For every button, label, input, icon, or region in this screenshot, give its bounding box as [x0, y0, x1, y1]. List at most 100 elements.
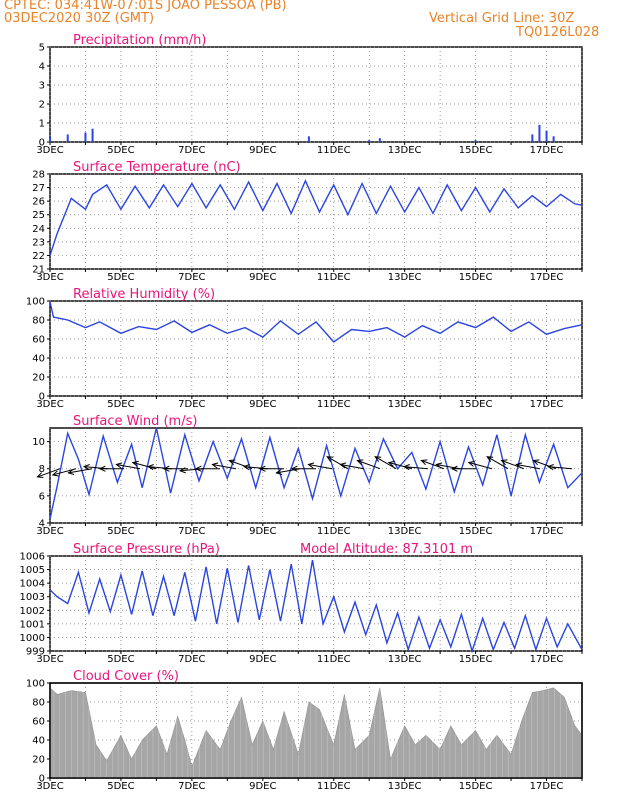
plot-frame [49, 173, 583, 270]
y-tick-label: 1002 [20, 606, 45, 617]
wind-vector [116, 464, 141, 470]
y-tick-label: 1003 [20, 592, 45, 603]
wind-arrowhead [82, 464, 90, 471]
x-tick-label: 15DEC [459, 145, 493, 156]
panel-title: Surface Pressure (hPa) [73, 542, 220, 557]
y-tick-label: 0 [39, 774, 45, 785]
wind-vector [468, 462, 493, 470]
precip-bar [66, 134, 69, 142]
x-tick-label: 7DEC [178, 526, 205, 537]
wind-arrowhead [546, 464, 554, 471]
x-tick-label: 7DEC [178, 272, 205, 283]
plot-frame [49, 555, 583, 652]
x-tick-label: 3DEC [36, 145, 63, 156]
wind-arrowhead [486, 456, 494, 462]
x-tick-label: 11DEC [317, 399, 351, 410]
wind-arrowhead [374, 456, 382, 462]
x-tick-label: 15DEC [459, 654, 493, 665]
wind-arrowhead [290, 465, 298, 472]
x-tick-label: 7DEC [178, 399, 205, 410]
x-tick-label: 11DEC [317, 145, 351, 156]
y-tick-label: 100 [26, 679, 45, 690]
panel-title: Cloud Cover (%) [73, 669, 179, 684]
wind-vector [340, 464, 365, 470]
wind-vector [374, 456, 397, 470]
wind-arrowhead [178, 467, 186, 474]
wind-arrowhead [420, 459, 428, 466]
x-tick-label: 13DEC [388, 399, 422, 410]
x-tick-label: 3DEC [36, 526, 63, 537]
panel-3: 0 20 40 60 80 100 3DEC 5DEC 7DEC 9DEC 11DEC 13DEC 15… [26, 287, 583, 410]
series-line [49, 301, 583, 343]
x-tick-label: 11DEC [317, 781, 351, 792]
x-tick-label: 11DEC [317, 272, 351, 283]
x-tick-label: 5DEC [107, 781, 134, 792]
panel-title: Surface Temperature (nC) [73, 160, 241, 175]
panel-1: 0 1 2 3 4 5 3DEC 5DEC 7DEC 9DEC 11DEC 13DEC 15DEC 17D… [36, 33, 583, 156]
y-tick-label: 1006 [20, 552, 45, 563]
x-tick-label: 17DEC [530, 781, 564, 792]
x-tick-label: 7DEC [178, 654, 205, 665]
panel-title: Relative Humidity (%) [73, 287, 215, 302]
model-code: TQ0126L028 [516, 25, 600, 40]
y-tick-label: 26 [32, 197, 45, 208]
x-tick-label: 13DEC [388, 145, 422, 156]
x-tick-label: 17DEC [530, 526, 564, 537]
series-line [49, 179, 583, 256]
y-tick-label: 4 [39, 519, 45, 530]
precip-bar [307, 136, 310, 142]
wind-arrowhead [67, 468, 75, 475]
x-tick-label: 7DEC [178, 781, 205, 792]
precip-bar [378, 138, 381, 142]
y-tick-label: 0 [39, 138, 45, 149]
precip-bar [552, 136, 555, 142]
wind-arrowhead [98, 465, 106, 472]
x-tick-label: 9DEC [249, 145, 276, 156]
y-tick-label: 20 [32, 373, 45, 384]
x-tick-label: 13DEC [388, 526, 422, 537]
y-tick-label: 22 [32, 251, 45, 262]
wind-arrowhead [450, 465, 458, 472]
x-tick-label: 17DEC [530, 399, 564, 410]
wind-arrowhead [51, 470, 59, 477]
y-tick-label: 1000 [20, 633, 45, 644]
y-tick-label: 6 [39, 491, 45, 502]
wind-vector [308, 464, 333, 470]
station-header: CPTEC: 034:41W-07:01S JOAO PESSOA (PB) [4, 0, 287, 13]
y-tick-label: 23 [32, 237, 45, 248]
x-tick-label: 5DEC [107, 526, 134, 537]
panel-title: Precipitation (mm/h) [73, 33, 206, 48]
wind-arrowhead [387, 460, 395, 467]
x-tick-label: 15DEC [459, 272, 493, 283]
y-tick-label: 20 [32, 755, 45, 766]
y-tick-label: 100 [26, 297, 45, 308]
y-tick-label: 80 [32, 698, 45, 709]
wind-arrowhead [131, 460, 139, 467]
wind-vector [486, 456, 509, 470]
panel-6: 0 20 40 60 80 100 3DEC 5DEC 7DEC 9DEC 11DEC 13DEC 15… [26, 669, 583, 792]
x-tick-label: 13DEC [388, 781, 422, 792]
x-tick-label: 17DEC [530, 272, 564, 283]
wind-arrowhead [532, 459, 540, 466]
y-tick-label: 28 [32, 170, 45, 181]
x-tick-label: 9DEC [249, 399, 276, 410]
plot-frame [49, 300, 583, 397]
x-tick-label: 13DEC [388, 654, 422, 665]
x-tick-label: 5DEC [107, 145, 134, 156]
y-tick-label: 0 [39, 392, 45, 403]
y-tick-label: 80 [32, 316, 45, 327]
x-tick-label: 7DEC [178, 145, 205, 156]
wind-vector [516, 464, 541, 470]
y-tick-label: 60 [32, 717, 45, 728]
x-tick-label: 9DEC [249, 272, 276, 283]
precip-bar [368, 140, 371, 142]
x-tick-label: 9DEC [249, 654, 276, 665]
y-tick-label: 27 [32, 183, 45, 194]
wind-arrowhead [162, 465, 170, 472]
wind-arrowhead [339, 462, 347, 469]
y-tick-label: 8 [39, 464, 45, 475]
y-tick-label: 21 [32, 265, 45, 276]
wind-vector [37, 468, 61, 478]
wind-vector [276, 468, 301, 474]
precip-bar [84, 132, 87, 142]
